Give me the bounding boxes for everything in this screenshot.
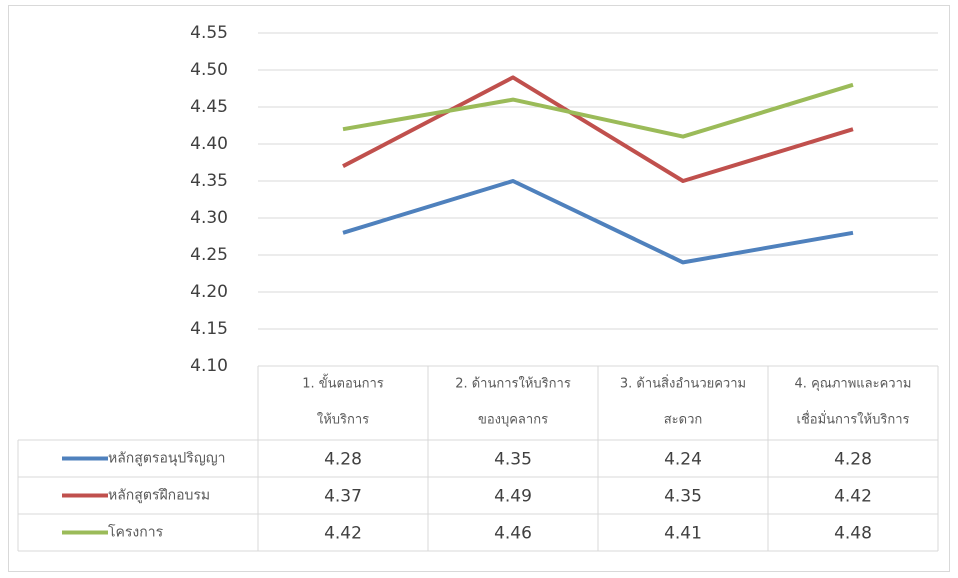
- table-value: 4.42: [324, 524, 362, 544]
- table-value: 4.28: [834, 450, 872, 470]
- x-tick-label: ให้บริการ: [317, 412, 369, 428]
- series-line: [342, 179, 854, 265]
- y-tick-label: 4.45: [190, 97, 228, 117]
- y-tick-label: 4.25: [190, 245, 228, 265]
- table-value: 4.49: [494, 487, 532, 507]
- series-line: [342, 82, 854, 139]
- table-value: 4.37: [324, 487, 362, 507]
- y-tick-label: 4.15: [190, 319, 228, 339]
- table-value: 4.42: [834, 487, 872, 507]
- legend-label: หลักสูตรฝึกอบรม: [108, 488, 210, 504]
- table-value: 4.35: [664, 487, 702, 507]
- table-value: 4.28: [324, 450, 362, 470]
- table-value: 4.24: [664, 450, 702, 470]
- table-value: 4.46: [494, 524, 532, 544]
- x-tick-label: 3. ด้านสิ่งอำนวยความ: [620, 375, 746, 392]
- x-tick-label: สะดวก: [664, 413, 703, 428]
- y-tick-label: 4.20: [190, 282, 228, 302]
- x-tick-label: 4. คุณภาพและความ: [795, 377, 912, 392]
- y-tick-label: 4.30: [190, 208, 228, 228]
- series-line: [342, 75, 854, 183]
- x-tick-label: ของบุคลากร: [478, 413, 548, 428]
- y-tick-label: 4.10: [190, 356, 228, 376]
- legend-label: โครงการ: [108, 524, 164, 541]
- x-tick-label: เชื่อมั่นการให้บริการ: [797, 411, 910, 428]
- table-value: 4.48: [834, 524, 872, 544]
- x-tick-label: 1. ขั้นตอนการ: [302, 374, 384, 392]
- y-tick-label: 4.55: [190, 23, 228, 43]
- y-tick-label: 4.40: [190, 134, 228, 154]
- table-value: 4.35: [494, 450, 532, 470]
- x-tick-label: 2. ด้านการให้บริการ: [455, 376, 571, 392]
- table-value: 4.41: [664, 524, 702, 544]
- y-tick-label: 4.35: [190, 171, 228, 191]
- legend-label: หลักสูตรอนุปริญญา: [108, 451, 226, 467]
- data-table-grid: [17, 366, 939, 552]
- y-tick-label: 4.50: [190, 60, 228, 80]
